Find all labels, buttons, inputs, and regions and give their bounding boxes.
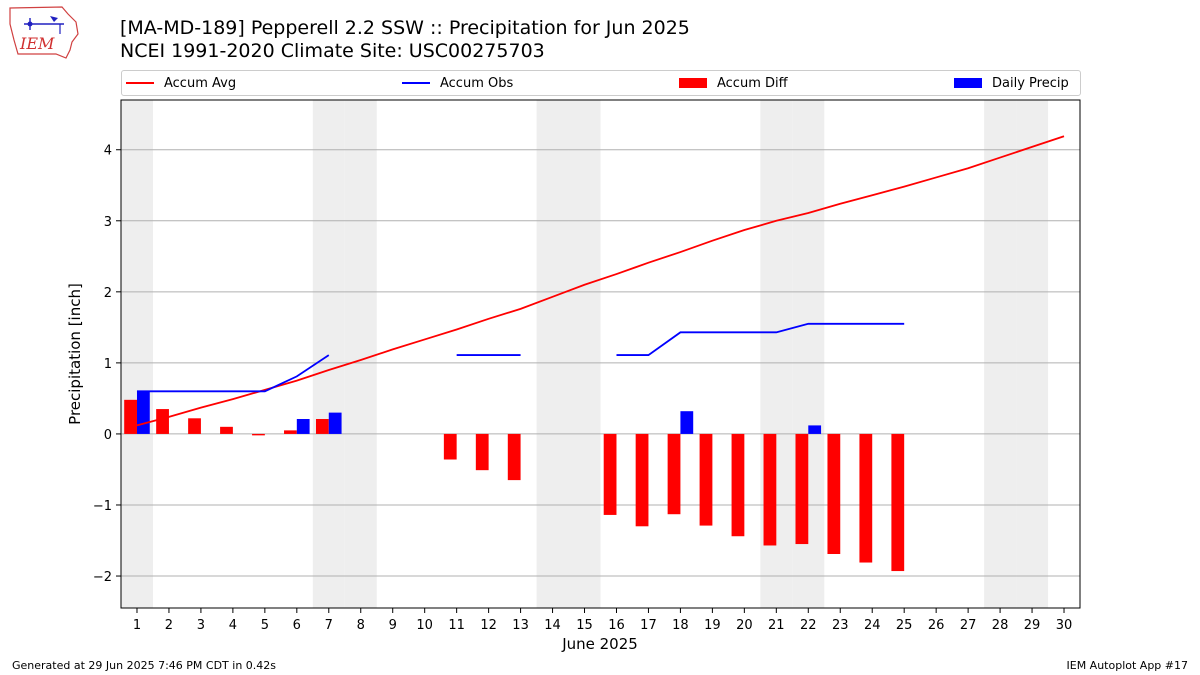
x-tick-label: 2	[165, 618, 173, 633]
x-tick-label: 16	[608, 618, 625, 633]
accum-avg-line	[136, 135, 1065, 427]
legend-swatch-accum-avg	[126, 82, 154, 84]
weekend-shade	[536, 100, 569, 608]
legend-label-accum-avg: Accum Avg	[164, 75, 237, 91]
x-tick-label: 18	[672, 618, 689, 633]
x-tick-label: 13	[512, 618, 529, 633]
x-tick-label: 23	[832, 618, 849, 633]
x-tick-label: 3	[197, 618, 205, 633]
legend-item-accum-diff: Accum Diff	[679, 74, 788, 92]
x-tick-label: 15	[576, 618, 593, 633]
accum-diff-bar	[699, 433, 713, 526]
accum-diff-bar	[443, 433, 457, 460]
x-tick-label: 7	[325, 618, 333, 633]
y-tick-label: 3	[104, 215, 112, 230]
x-tick-label: 25	[896, 618, 913, 633]
x-tick-label: 22	[800, 618, 817, 633]
accum-diff-bar	[603, 433, 617, 515]
legend-label-accum-diff: Accum Diff	[717, 75, 788, 91]
x-tick-label: 5	[261, 618, 269, 633]
legend-item-accum-avg: Accum Avg	[126, 74, 236, 92]
x-tick-label: 4	[229, 618, 237, 633]
logo-text: IEM	[19, 34, 55, 53]
accum-diff-bar	[220, 426, 233, 434]
x-tick-label: 9	[389, 618, 397, 633]
x-tick-label: 12	[480, 618, 497, 633]
weekend-shade	[121, 100, 153, 608]
daily-precip-bar	[680, 411, 694, 434]
x-tick-label: 8	[357, 618, 365, 633]
accum-diff-bar	[891, 433, 905, 572]
x-tick-label: 17	[640, 618, 657, 633]
legend-item-daily-precip: Daily Precip	[954, 74, 1069, 92]
chart-title: [MA-MD-189] Pepperell 2.2 SSW :: Precipi…	[120, 17, 690, 39]
y-tick-label: 4	[104, 144, 112, 159]
y-axis-label: Precipitation [inch]	[66, 283, 84, 425]
daily-precip-bar	[808, 425, 822, 434]
accum-diff-bar	[188, 418, 201, 434]
x-tick-label: 6	[293, 618, 301, 633]
accum-diff-bar	[635, 433, 649, 527]
x-axis-label: June 2025	[561, 635, 638, 653]
weekend-shade	[312, 100, 345, 608]
legend-swatch-accum-obs	[402, 82, 430, 84]
weekend-shade	[568, 100, 601, 608]
x-tick-label: 10	[416, 618, 433, 633]
accum-diff-bar	[284, 430, 297, 434]
y-tick-label: −1	[93, 499, 112, 514]
accum-diff-bar	[124, 399, 137, 434]
accum-diff-bar	[507, 433, 521, 481]
accum-obs-line	[136, 354, 330, 393]
x-tick-label: 24	[864, 618, 881, 633]
legend-item-accum-obs: Accum Obs	[402, 74, 513, 92]
accum-diff-bar	[731, 433, 745, 537]
iem-logo: IEM	[9, 6, 79, 59]
x-tick-label: 20	[736, 618, 753, 633]
accum-diff-bar	[156, 409, 169, 434]
plot-frame	[120, 99, 1081, 609]
daily-precip-bar	[328, 412, 342, 434]
app-footer: IEM Autoplot App #17	[1066, 659, 1189, 672]
x-tick-label: 28	[992, 618, 1009, 633]
daily-precip-bar	[136, 391, 150, 434]
y-tick-label: 2	[104, 286, 112, 301]
x-tick-label: 26	[928, 618, 945, 633]
accum-diff-bar	[667, 433, 681, 515]
legend: Accum Avg Accum Obs Accum Diff Daily Pre…	[121, 70, 1081, 96]
y-tick-label: −2	[93, 570, 112, 585]
daily-precip-bar	[296, 419, 310, 434]
x-tick-label: 14	[544, 618, 561, 633]
legend-swatch-daily-precip	[954, 78, 982, 88]
chart-subtitle: NCEI 1991-2020 Climate Site: USC00275703	[120, 40, 545, 62]
accum-diff-bar	[859, 433, 873, 563]
legend-label-accum-obs: Accum Obs	[440, 75, 514, 91]
accum-diff-bar	[315, 419, 329, 434]
x-tick-label: 19	[704, 618, 721, 633]
x-tick-label: 29	[1024, 618, 1041, 633]
accum-diff-bar	[795, 433, 809, 545]
accum-diff-bar	[763, 433, 777, 546]
accum-diff-bar	[827, 433, 841, 555]
y-tick-label: 1	[104, 357, 112, 372]
x-tick-label: 21	[768, 618, 785, 633]
legend-swatch-accum-diff	[679, 78, 707, 88]
weekend-shade	[984, 100, 1017, 608]
legend-label-daily-precip: Daily Precip	[992, 75, 1069, 91]
accum-obs-line	[616, 322, 905, 356]
x-tick-label: 11	[448, 618, 465, 633]
x-tick-label: 30	[1056, 618, 1073, 633]
x-tick-label: 27	[960, 618, 977, 633]
y-tick-label: 0	[104, 428, 112, 443]
weekend-shade	[344, 100, 377, 608]
weekend-shade	[1016, 100, 1049, 608]
generated-footer: Generated at 29 Jun 2025 7:46 PM CDT in …	[12, 659, 277, 672]
accum-diff-bar	[252, 433, 265, 436]
x-tick-label: 1	[133, 618, 141, 633]
accum-diff-bar	[475, 433, 489, 471]
